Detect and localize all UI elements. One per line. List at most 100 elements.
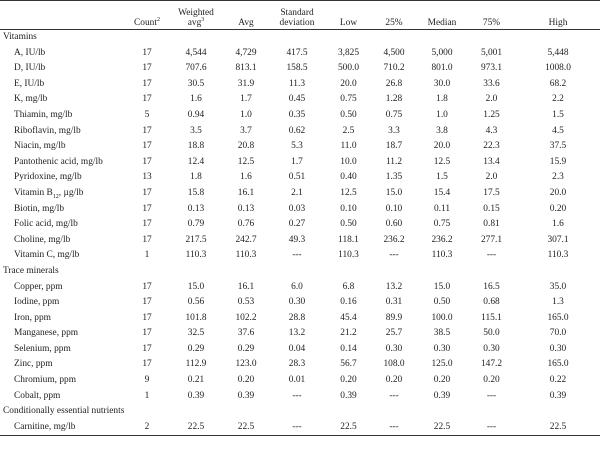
nutrient-label: Zinc, ppm: [14, 359, 53, 370]
cell-p25: ---: [371, 419, 417, 437]
cell-high: 35.0: [549, 281, 567, 292]
cell-high: 0.22: [549, 375, 567, 386]
cell-avg: 4,729: [235, 47, 257, 58]
cell-median: 0.30: [433, 343, 451, 354]
cell-avg: 16.1: [237, 187, 255, 198]
cell-count: 5: [144, 109, 150, 120]
nutrient-unit-text: , µg/lb: [58, 187, 84, 198]
cell-avg: 3.7: [240, 125, 252, 136]
cell-p75: 277.1: [480, 234, 503, 245]
cell-high: 37.5: [549, 141, 567, 152]
cell-p75: 50.0: [483, 328, 500, 339]
table-row: Selenium, ppm 17 0.29 0.29 0.04 0.14 0.30 0.30 0…: [0, 342, 600, 358]
column-header-avg: Avg: [224, 0, 268, 30]
cell-median: 1.5: [436, 172, 448, 183]
cell-high: 2.3: [552, 172, 564, 183]
column-header-text: Standard deviation: [279, 8, 315, 28]
cell-p75: 4.3: [485, 125, 498, 136]
cell-count: 17: [142, 343, 152, 354]
cell-p75: 17.5: [483, 187, 500, 198]
cell-low: 11.0: [340, 141, 357, 152]
cell-p25: 18.7: [385, 141, 403, 152]
cell-count: 17: [142, 141, 152, 152]
cell-high: 1.3: [552, 297, 564, 308]
column-header-p75: 75%: [467, 0, 516, 30]
cell-p25: 0.30: [385, 343, 403, 354]
cell-wavg: 101.8: [185, 312, 207, 323]
cell-wavg: 1.6: [190, 94, 202, 105]
cell-median: 1.8: [436, 94, 448, 105]
cell-high: 22.5: [516, 419, 600, 437]
cell-p75: 0.30: [483, 343, 500, 354]
cell-wavg: 0.29: [187, 343, 205, 354]
table-row: Folic acid, mg/lb 17 0.79 0.76 0.27 0.50 0.60 0…: [0, 217, 600, 233]
table-row: A, IU/lb 17 4,544 4,729 417.5 3,825 4,500 5,000…: [0, 46, 600, 62]
cell-low: 56.7: [340, 359, 357, 370]
column-header-text: 75%: [482, 18, 501, 28]
table-row: Zinc, ppm 17 112.9 123.0 28.3 56.7 108.0 125.0 1…: [0, 357, 600, 373]
nutrient-label: Iodine, ppm: [14, 297, 60, 308]
cell-avg: 0.39: [237, 390, 255, 401]
column-header-sd: Standard deviation: [268, 0, 326, 30]
cell-p75: 0.81: [483, 219, 500, 230]
cell-median: 236.2: [431, 234, 453, 245]
cell-median: 38.5: [433, 328, 451, 339]
cell-median: 1.0: [436, 109, 448, 120]
cell-avg: 813.1: [235, 63, 257, 74]
cell-low: 6.8: [342, 281, 355, 292]
cell-avg: 20.8: [237, 141, 255, 152]
cell-sd: 0.27: [288, 219, 306, 230]
nutrient-label: Cobalt, ppm: [14, 390, 61, 401]
cell-low: 45.4: [340, 312, 357, 323]
table-row: Biotin, mg/lb 17 0.13 0.13 0.03 0.10 0.10 0.11 0…: [0, 202, 600, 218]
cell-p25: 108.0: [383, 359, 405, 370]
section-row: Trace minerals: [0, 264, 600, 280]
cell-sd: 0.51: [288, 172, 306, 183]
table-row: Iodine, ppm 17 0.56 0.53 0.30 0.16 0.31 0.50 0.6…: [0, 295, 600, 311]
column-header-wavg: Weighted avg3: [168, 0, 224, 30]
cell-sd: 417.5: [286, 47, 308, 58]
cell-sd: 0.01: [288, 375, 306, 386]
cell-low: 2.5: [342, 125, 355, 136]
cell-low: 0.50: [340, 219, 357, 230]
cell-high: 68.2: [549, 78, 567, 89]
cell-wavg: 0.39: [187, 390, 205, 401]
cell-p25: 26.8: [385, 78, 403, 89]
cell-count: 9: [144, 375, 150, 386]
cell-count: 17: [142, 187, 152, 198]
subscript: 12: [52, 193, 59, 200]
cell-avg: 22.5: [224, 419, 268, 437]
nutrient-label: Riboflavin, mg/lb: [14, 125, 81, 136]
table-row: K, mg/lb 17 1.6 1.7 0.45 0.75 1.28 1.8 2.0 2.2: [0, 92, 600, 108]
cell-sd: 0.45: [288, 94, 306, 105]
cell-high: 165.0: [547, 312, 569, 323]
cell-high: 15.9: [549, 156, 567, 167]
cell-p25: 0.31: [385, 297, 403, 308]
cell-count: 17: [142, 281, 152, 292]
cell-low: 20.0: [340, 78, 357, 89]
cell-sd: ---: [292, 390, 302, 401]
cell-wavg: 15.8: [187, 187, 205, 198]
cell-low: 0.10: [340, 203, 357, 214]
table-row: Niacin, mg/lb 17 18.8 20.8 5.3 11.0 18.7 20.0 22…: [0, 139, 600, 155]
cell-low: 3,825: [337, 47, 360, 58]
cell-avg: 0.53: [237, 297, 255, 308]
cell-count: 17: [142, 219, 152, 230]
cell-p75: 13.4: [483, 156, 500, 167]
cell-avg: 242.7: [235, 234, 257, 245]
table-row: D, IU/lb 17 707.6 813.1 158.5 500.0 710.2 801.0…: [0, 61, 600, 77]
table-row: Riboflavin, mg/lb 17 3.5 3.7 0.62 2.5 3.3 3.8 4.…: [0, 124, 600, 140]
cell-wavg: 4,544: [185, 47, 207, 58]
section-title: Conditionally essential nutrients: [3, 406, 125, 417]
nutrient-label: Folic acid, mg/lb: [14, 219, 78, 230]
cell-p25: 236.2: [383, 234, 405, 245]
cell-high: 5,448: [547, 47, 569, 58]
cell-avg: 16.1: [237, 281, 255, 292]
cell-avg: 1.0: [240, 109, 252, 120]
cell-high: 70.0: [549, 328, 567, 339]
cell-wavg: 30.5: [187, 78, 205, 89]
table-row: Pyridoxine, mg/lb 13 1.8 1.6 0.51 0.40 1.35 1.5…: [0, 170, 600, 186]
column-header-text: 25%: [385, 18, 403, 28]
cell-low: 22.5: [326, 419, 371, 437]
footnote-marker: 2: [156, 16, 160, 23]
